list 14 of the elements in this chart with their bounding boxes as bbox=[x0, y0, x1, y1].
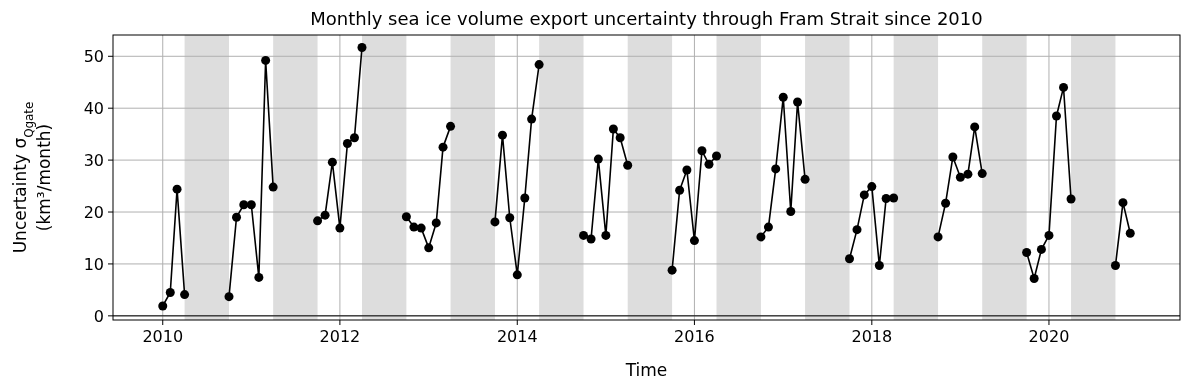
x-tick-label: 2016 bbox=[674, 327, 715, 346]
x-tick-label: 2014 bbox=[496, 327, 538, 346]
y-tick-label: 30 bbox=[83, 151, 104, 171]
x-tick-label: 2010 bbox=[142, 327, 184, 346]
x-tick-label: 2020 bbox=[1028, 327, 1070, 346]
y-tick-label: 0 bbox=[93, 306, 104, 326]
y-tick-label: 10 bbox=[83, 254, 104, 274]
y-tick-label: 20 bbox=[83, 203, 104, 223]
chart-title: Monthly sea ice volume export uncertainty through Fram Strait since 2010 bbox=[310, 8, 983, 29]
x-tick-label: 2018 bbox=[851, 327, 893, 346]
x-axis-title: Time bbox=[624, 360, 668, 380]
x-tick-label: 2012 bbox=[319, 327, 361, 346]
y-tick-label: 50 bbox=[83, 47, 104, 67]
y-tick-label: 40 bbox=[83, 99, 104, 119]
